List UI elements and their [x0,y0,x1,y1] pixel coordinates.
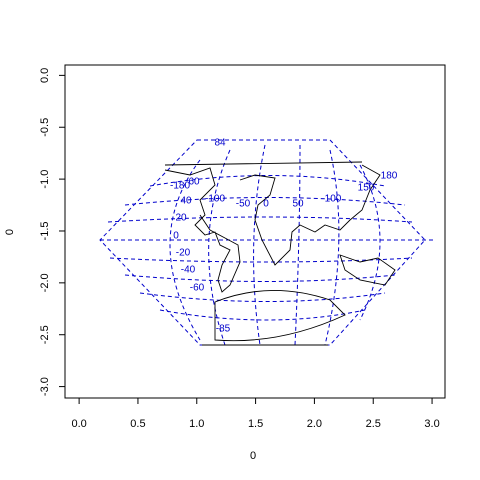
graticule-label: 100 [325,194,342,205]
y-tick-label: -0.5 [39,118,51,137]
graticule-label: 150 [358,183,375,194]
graticule-label: -60 [190,283,205,294]
y-tick-label: -3.0 [39,377,51,396]
coastlines [164,161,396,346]
graticule-label: -50 [236,199,251,210]
graticule-label: -180 [170,181,190,192]
graticule-label: 0 [263,199,269,210]
y-tick-label: 0.0 [39,68,51,83]
x-tick-label: 1.0 [189,418,204,430]
graticule [99,139,435,346]
graticule-label: 50 [292,199,304,210]
x-tick-label: 0.0 [71,418,86,430]
y-tick-label: -1.5 [39,221,51,240]
plot-frame [64,64,446,399]
x-tick-label: 2.5 [366,418,381,430]
x-tick-label: 2.0 [307,418,322,430]
graticule-label: 60 [188,177,200,188]
y-axis-title: 0 [4,229,16,235]
y-tick-label: -2.5 [39,325,51,344]
x-tick-label: 0.5 [130,418,145,430]
y-tick-label: -1.0 [39,170,51,189]
graticule-label: -100 [205,194,225,205]
graticule-label: 40 [180,196,192,207]
x-tick-label: 3.0 [424,418,439,430]
graticule-label: -40 [181,265,196,276]
x-axis-title: 0 [250,450,256,462]
x-tick-label: 1.5 [248,418,263,430]
y-tick-label: -2.0 [39,273,51,292]
graticule-label: -20 [176,248,191,259]
graticule-label: 0 [173,231,179,242]
graticule-label: 20 [175,213,187,224]
graticule-label: -85 [216,324,231,335]
graticule-label: 180 [381,171,398,182]
graticule-label: 84 [214,138,226,149]
